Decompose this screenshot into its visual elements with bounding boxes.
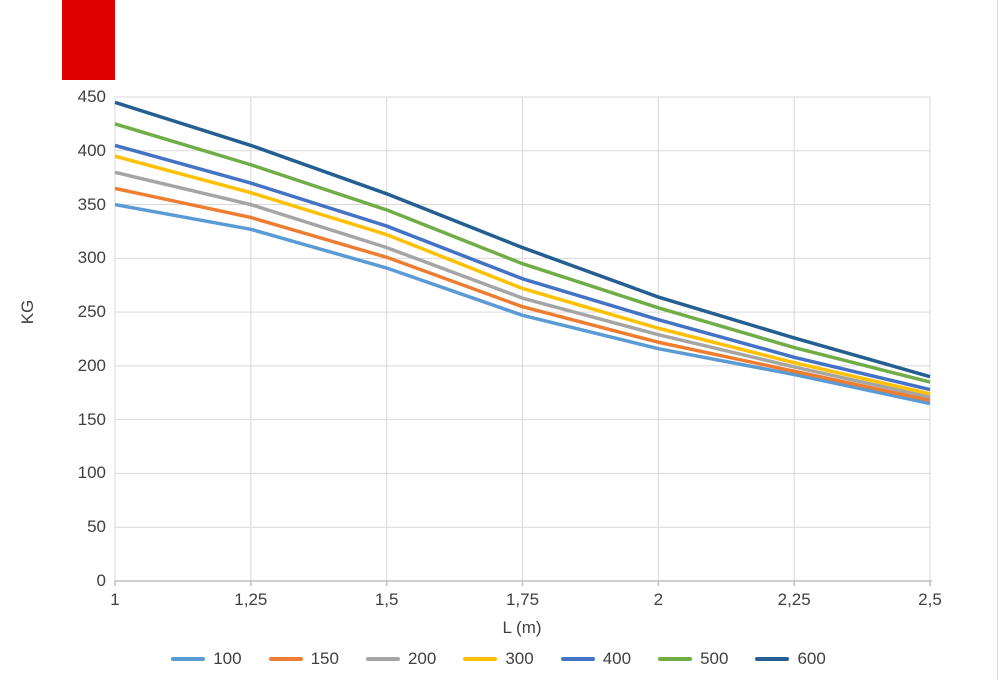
legend-line-swatch [268,657,303,661]
legend-line-swatch [171,657,206,661]
y-axis-tick-label: 50 [87,517,106,537]
y-axis-title: KG [18,299,37,325]
series-line-300 [114,154,931,396]
y-axis-tick-label: 250 [77,302,106,322]
y-axis-tick-label: 150 [77,409,106,429]
legend-line-swatch [365,657,400,661]
chart-legend: 100 150 200 300 400 500 600 [0,649,997,669]
legend-item-400: 400 [560,649,632,669]
red-rectangle [62,0,115,80]
legend-item-100: 100 [171,649,242,669]
x-axis-tick-label: 2 [653,590,664,609]
y-axis-tick-label: 0 [96,571,106,590]
x-axis-tick-label: 1,25 [234,590,268,609]
series-line-200 [114,170,931,399]
y-axis-tick-label: 100 [77,463,106,483]
y-axis-tick-label: 400 [77,140,106,160]
legend-label: 100 [213,649,242,668]
legend-line-swatch [560,657,595,661]
series-line-150 [114,186,931,403]
legend-item-500: 500 [658,649,728,669]
legend-line-swatch [658,657,693,661]
x-axis-tick-label: 2,5 [918,590,942,609]
legend-item-300: 300 [463,649,534,669]
x-axis-tick-label: 2,25 [777,590,811,609]
x-axis-tick-label: 1,75 [505,590,540,609]
legend-item-150: 150 [268,649,339,669]
legend-label: 200 [407,649,437,668]
legend-label: 500 [700,649,729,668]
y-axis-tick-label: 300 [77,248,106,268]
legend-line-swatch [463,657,498,661]
legend-item-600: 600 [755,649,826,669]
legend-line-swatch [755,657,790,661]
legend-label: 300 [505,649,534,668]
x-axis-tick-label: 1,5 [374,590,399,609]
legend-label: 150 [310,649,339,668]
legend-label: 400 [602,649,632,668]
y-axis-tick-label: 450 [77,87,106,106]
series-line-600 [114,100,931,379]
series-line-400 [114,143,931,392]
x-axis-title: L (m) [502,618,542,637]
y-axis-tick-label: 200 [77,355,106,375]
y-axis-tick-label: 350 [77,194,106,214]
series-line-100 [114,202,931,406]
legend-item-200: 200 [365,649,437,669]
legend-label: 600 [797,649,826,668]
x-axis-tick-label: 1 [110,590,120,609]
series-line-500 [114,122,931,384]
